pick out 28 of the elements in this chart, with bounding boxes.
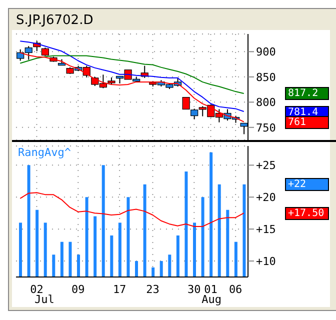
x-tick-label: 02 xyxy=(30,282,44,296)
x-tick-label: 06 xyxy=(228,282,242,296)
text: +22 xyxy=(285,178,329,192)
chart-title: RangAvg^ xyxy=(18,146,71,159)
candlestick xyxy=(182,96,190,110)
line-series xyxy=(20,192,244,228)
text: 781.4 xyxy=(285,106,329,119)
x-tick-label: 01 xyxy=(204,282,218,296)
y-tick-label: 850 xyxy=(256,70,276,84)
x-tick-label: 17 xyxy=(112,282,126,296)
y-tick-label: +15 xyxy=(256,222,276,236)
x-tick-label: 30 xyxy=(188,282,201,296)
y-tick-label: 800 xyxy=(256,96,276,110)
y-tick-label: +10 xyxy=(256,254,276,268)
text: 817.2 xyxy=(285,87,329,100)
x-tick-label: 23 xyxy=(146,282,160,296)
line-series xyxy=(20,40,244,112)
y-tick-label: +20 xyxy=(256,191,276,204)
text: Aug xyxy=(202,293,222,306)
y-tick-label: 750 xyxy=(256,121,276,134)
text: 761 xyxy=(285,116,329,129)
line-series xyxy=(20,55,244,94)
x-tick-label: 09 xyxy=(72,282,85,296)
y-tick-label: 900 xyxy=(256,46,276,59)
y-tick-label: +25 xyxy=(256,159,276,172)
text: +17.50 xyxy=(285,207,329,220)
text: Jul xyxy=(34,293,54,306)
chart-title: S.JP.J6702.D xyxy=(15,12,94,30)
